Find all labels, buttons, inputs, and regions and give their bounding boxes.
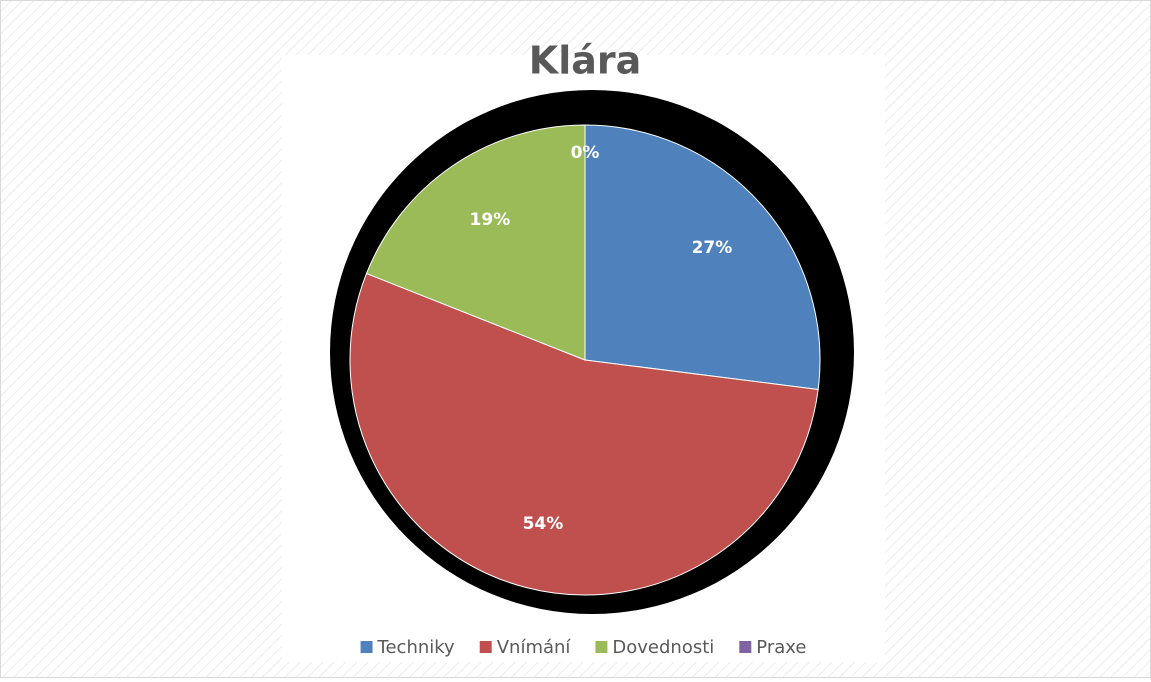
data-label: 0% [571, 143, 600, 163]
data-label: 54% [523, 514, 564, 534]
legend-label: Dovednosti [612, 637, 714, 658]
data-label: 27% [692, 238, 733, 258]
pie-slice [365, 124, 586, 361]
legend-swatch [739, 641, 752, 653]
legend-swatch [595, 641, 608, 653]
data-label: 19% [470, 210, 511, 230]
chart-title: Klára [529, 39, 642, 83]
legend-swatch [360, 641, 373, 653]
pie-slice [349, 272, 819, 596]
legend-label: Techniky [377, 637, 456, 658]
legend-swatch [479, 641, 492, 653]
legend-label: Vnímání [497, 637, 572, 658]
legend-label: Praxe [756, 637, 806, 658]
pie-slice [584, 124, 821, 391]
